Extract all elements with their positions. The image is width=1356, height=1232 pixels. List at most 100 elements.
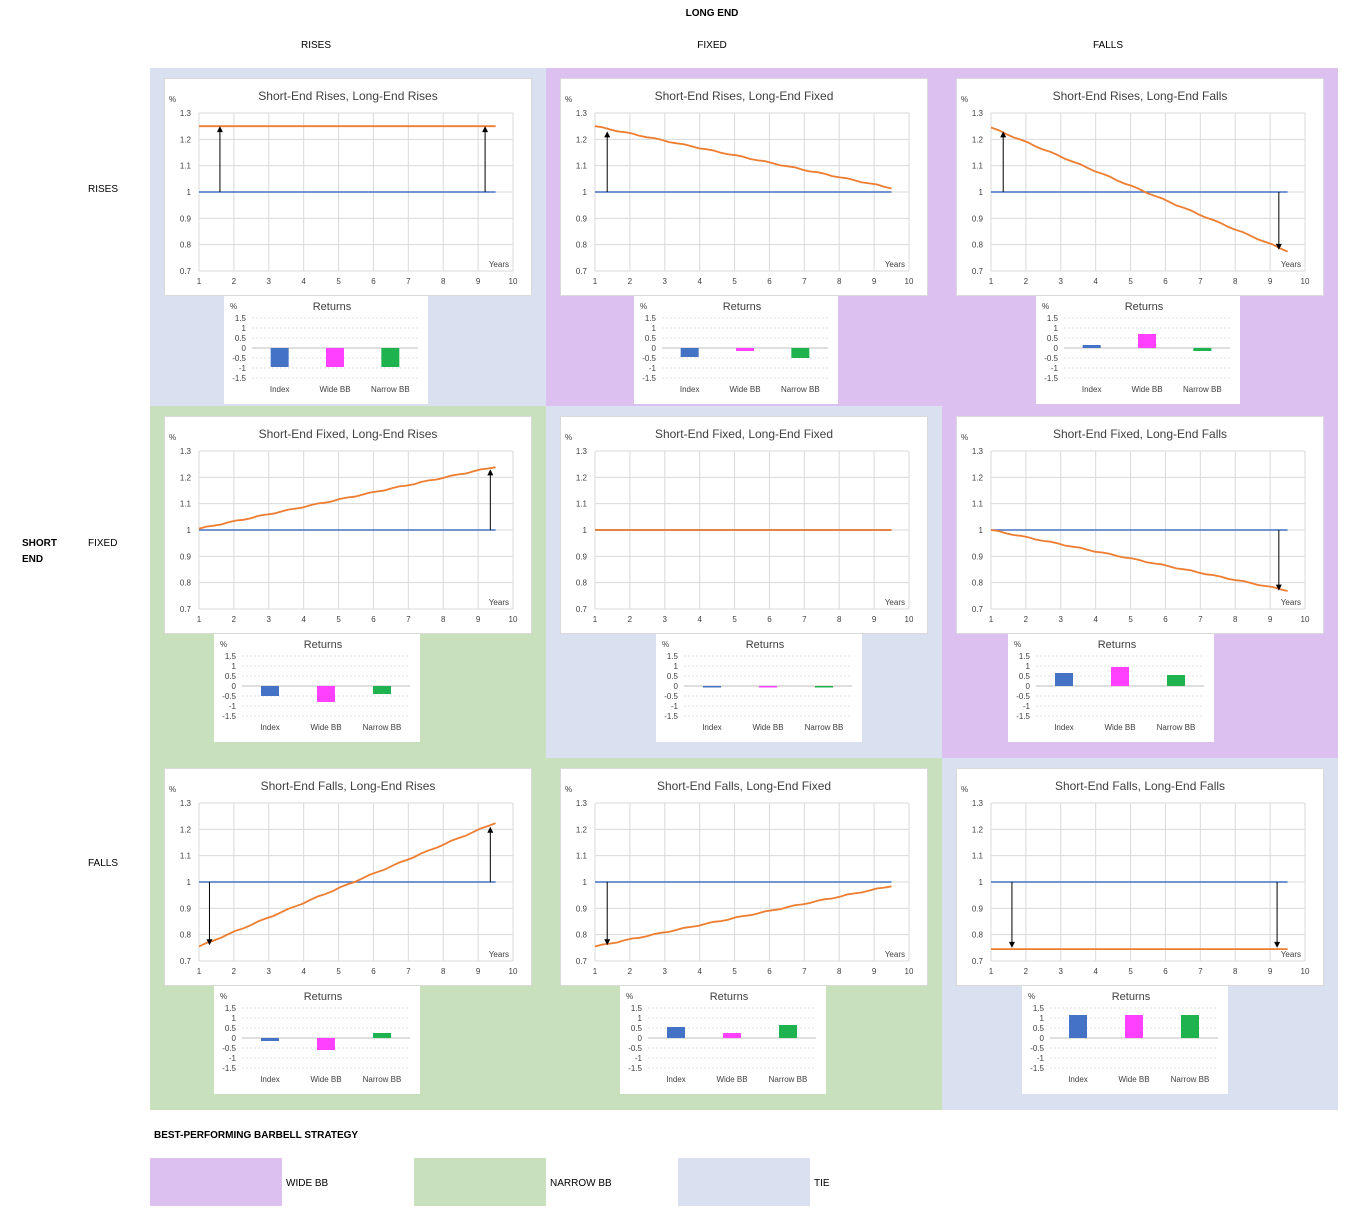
x-tick-label: 5 (1128, 615, 1133, 624)
shift-arrowhead (1274, 941, 1281, 948)
y-tick-label: 1.1 (576, 500, 588, 509)
returns-y-tick: -1.5 (232, 374, 246, 383)
returns-y-tick: -1.5 (1030, 1064, 1044, 1073)
shifted-yield-curve (198, 466, 496, 530)
returns-bar (326, 348, 344, 367)
x-tick-label: 8 (837, 967, 842, 976)
returns-bar (373, 686, 391, 694)
returns-y-tick: 1.5 (631, 1004, 643, 1013)
returns-y-tick: 0.5 (645, 334, 657, 343)
x-tick-label: 10 (905, 615, 914, 624)
returns-category-label: Index (1082, 385, 1102, 394)
returns-y-tick: -0.5 (1016, 692, 1030, 701)
returns-bar (1069, 1015, 1087, 1038)
y-tick-label: 1 (583, 526, 588, 535)
y-tick-label: 1.3 (576, 109, 588, 118)
x-tick-label: 6 (371, 967, 376, 976)
returns-svg: Returns% 1.510.50-0.5-1-1.5 Index Wide BB Na… (1042, 301, 1230, 394)
yield-curve-svg: Short-End Falls, Long-End Falls% 0.7 0.8 0.… (961, 779, 1310, 976)
x-tick-label: 4 (1093, 967, 1098, 976)
chart-title: Short-End Fixed, Long-End Falls (1053, 427, 1227, 441)
x-tick-label: 3 (663, 967, 668, 976)
shift-arrowhead (206, 939, 213, 946)
returns-bar (1125, 1015, 1143, 1038)
shift-arrowhead (487, 826, 494, 833)
yield-curve-chart: Short-End Fixed, Long-End Fixed% 0.7 0.8 0.… (560, 416, 928, 634)
returns-bar (261, 1038, 279, 1041)
y-tick-label: 1.2 (180, 473, 192, 482)
x-tick-label: 6 (1163, 967, 1168, 976)
returns-category-label: Wide BB (752, 723, 783, 732)
x-tick-label: 6 (767, 615, 772, 624)
returns-y-tick: -0.5 (222, 1044, 236, 1053)
y-tick-label: 0.8 (576, 241, 588, 250)
returns-chart: Returns% 1.5 1 0.5 0 -0.5 -1 -1.5 Index Wide BB Na… (634, 296, 838, 404)
x-tick-label: 6 (1163, 615, 1168, 624)
returns-unit-label: % (230, 302, 237, 311)
x-axis-label: Years (489, 260, 509, 269)
yield-curve-chart: Short-End Fixed, Long-End Rises% 0.7 0.8 0.… (164, 416, 532, 634)
returns-y-tick: -0.5 (1044, 354, 1058, 363)
returns-svg: Returns% 1.510.50-0.5-1-1.5 Index Wide BB Na… (220, 991, 410, 1084)
returns-category-label: Index (680, 385, 700, 394)
yield-curve-svg: Short-End Falls, Long-End Rises% 0.7 0.8 0.… (169, 779, 518, 976)
x-tick-label: 1 (989, 967, 994, 976)
returns-bar (1055, 673, 1073, 686)
yield-curve-chart: Short-End Falls, Long-End Fixed% 0.7 0.8 0.… (560, 768, 928, 986)
x-tick-label: 8 (441, 277, 446, 286)
y-tick-label: 1.2 (180, 825, 192, 834)
y-unit-label: % (169, 433, 176, 442)
returns-svg: Returns% 1.510.50-0.5-1-1.5 Index Wide BB Na… (640, 301, 828, 394)
returns-title: Returns (1112, 991, 1151, 1003)
yield-curve-svg: Short-End Fixed, Long-End Falls% 0.7 0.8 0.… (961, 427, 1310, 624)
y-tick-label: 1.3 (180, 447, 192, 456)
chart-title: Short-End Falls, Long-End Fixed (657, 779, 831, 793)
returns-y-tick: 0 (242, 344, 247, 353)
y-tick-label: 1 (187, 526, 192, 535)
y-unit-label: % (961, 95, 968, 104)
long-end-title: LONG END (685, 8, 739, 19)
x-tick-label: 6 (1163, 277, 1168, 286)
y-tick-label: 1 (979, 188, 984, 197)
returns-y-tick: -1 (635, 1054, 643, 1063)
returns-title: Returns (304, 991, 343, 1003)
yield-curve-svg: Short-End Fixed, Long-End Rises% 0.7 0.8 0.… (169, 427, 518, 624)
returns-category-label: Wide BB (729, 385, 760, 394)
column-header-falls: FALLS (1092, 40, 1124, 51)
returns-y-tick: 1.5 (225, 652, 237, 661)
y-tick-label: 1.3 (576, 799, 588, 808)
x-tick-label: 5 (336, 967, 341, 976)
returns-y-tick: -1.5 (628, 1064, 642, 1073)
returns-y-tick: 0.5 (235, 334, 247, 343)
shift-arrowhead (604, 939, 611, 946)
x-tick-label: 1 (197, 615, 202, 624)
x-tick-label: 1 (593, 967, 598, 976)
returns-unit-label: % (1028, 992, 1035, 1001)
x-tick-label: 5 (732, 277, 737, 286)
yield-curve-chart: Short-End Falls, Long-End Rises% 0.7 0.8 0.… (164, 768, 532, 986)
returns-unit-label: % (640, 302, 647, 311)
returns-bar (373, 1033, 391, 1038)
shift-arrowhead (482, 126, 489, 133)
returns-bar (381, 348, 400, 367)
x-tick-label: 2 (1024, 615, 1029, 624)
returns-bar (1111, 667, 1129, 686)
returns-category-label: Wide BB (1118, 1075, 1149, 1084)
returns-y-tick: -1 (1037, 1054, 1045, 1063)
chart-title: Short-End Falls, Long-End Rises (261, 779, 436, 793)
x-tick-label: 6 (371, 615, 376, 624)
x-tick-label: 10 (1301, 967, 1310, 976)
returns-category-label: Narrow BB (1183, 385, 1222, 394)
returns-svg: Returns% 1.510.50-0.5-1-1.5 Index Wide BB Na… (1014, 639, 1204, 732)
x-tick-label: 1 (593, 615, 598, 624)
legend-title: BEST-PERFORMING BARBELL STRATEGY (154, 1130, 359, 1141)
chart-title: Short-End Fixed, Long-End Rises (259, 427, 438, 441)
returns-bar (779, 1025, 797, 1038)
returns-category-label: Narrow BB (363, 723, 402, 732)
short-end-title-line2: END (22, 554, 44, 565)
shift-arrowhead (1000, 131, 1007, 138)
returns-y-tick: 1.5 (645, 314, 657, 323)
y-tick-label: 0.9 (576, 904, 588, 913)
y-tick-label: 1.2 (972, 825, 984, 834)
x-tick-label: 9 (872, 277, 877, 286)
